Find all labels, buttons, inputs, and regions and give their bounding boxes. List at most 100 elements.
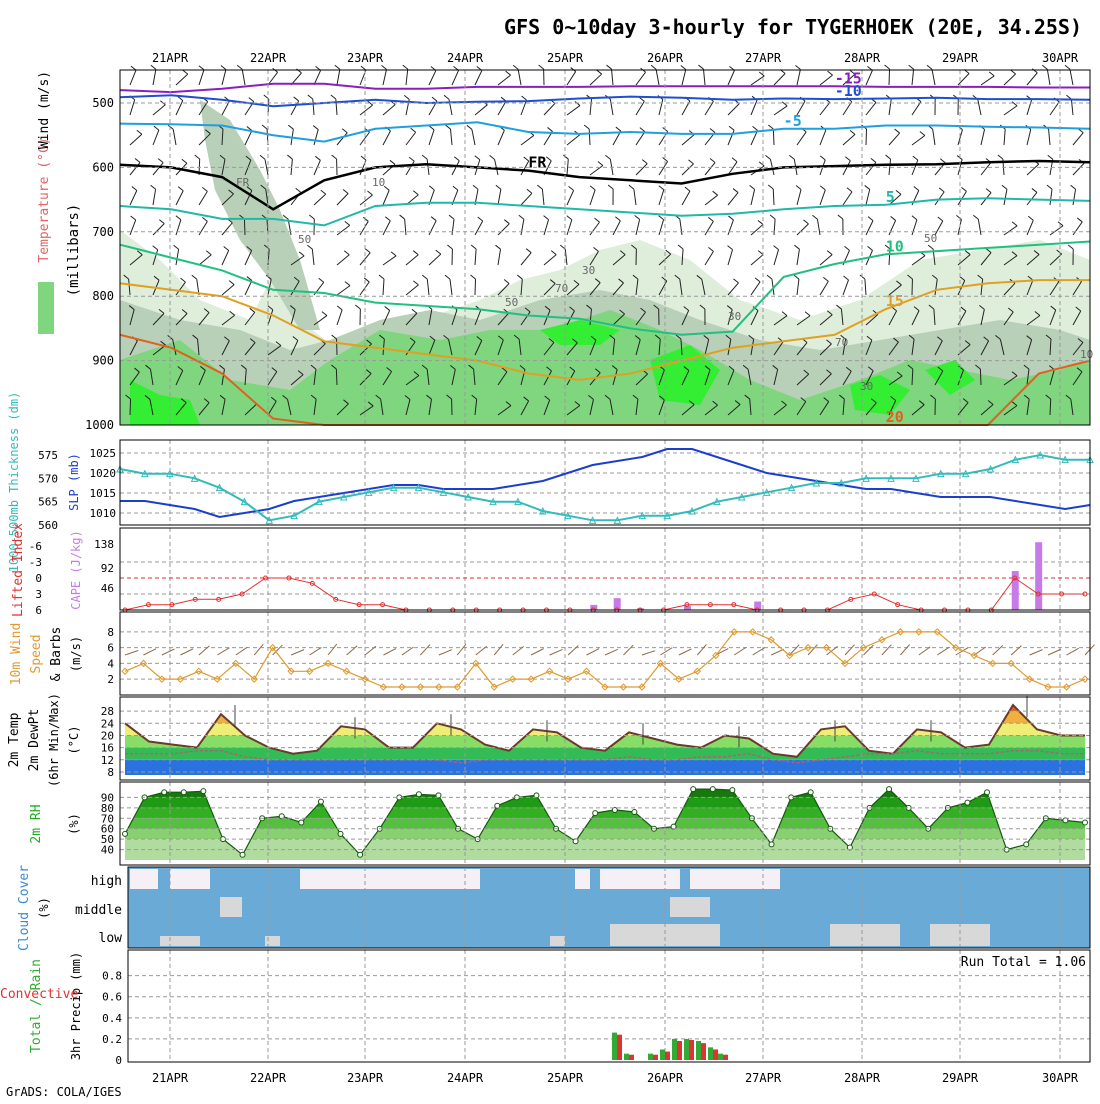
upper-wind-barb <box>130 220 136 235</box>
upper-wind-barb <box>1073 222 1082 235</box>
rh-contour-label: 10 <box>372 176 385 189</box>
high-cloud-gap <box>130 869 158 889</box>
upper-wind-barb-flag <box>206 251 211 255</box>
upper-wind-barb-flag <box>322 312 327 316</box>
upper-wind-barb-flag <box>413 191 418 195</box>
upper-wind-barb <box>751 224 763 235</box>
upper-wind-barb-flag <box>447 245 452 249</box>
upper-wind-barb <box>498 249 501 265</box>
upper-wind-barb <box>935 192 944 205</box>
upper-wind-barb-flag <box>1077 218 1082 222</box>
upper-wind-barb-flag <box>467 125 472 129</box>
upper-wind-barb-flag <box>986 189 991 193</box>
surface-wind-barb <box>623 645 633 655</box>
upper-wind-barb-flag <box>575 102 580 106</box>
upper-wind-barb <box>728 250 733 265</box>
upper-wind-barb <box>242 69 245 85</box>
upper-wind-barb-flag <box>1028 216 1033 220</box>
upper-wind-barb <box>450 279 452 295</box>
upper-wind-barb <box>820 255 832 265</box>
temperature-band <box>120 711 1090 723</box>
rh-contour-label: 50 <box>298 233 311 246</box>
wind-axis-label-4: (m/s) <box>69 636 83 672</box>
upper-wind-barb-flag <box>202 187 207 191</box>
upper-wind-barb <box>613 221 620 235</box>
surface-wind-barb <box>660 648 672 655</box>
upper-wind-barb <box>981 76 994 85</box>
upper-wind-barb <box>498 75 511 85</box>
top-x-tick-label: 21APR <box>152 51 189 65</box>
upper-wind-barb <box>933 129 935 145</box>
upper-wind-barb-flag <box>598 162 603 166</box>
upper-wind-barb-flag <box>767 275 772 279</box>
upper-wind-barb-flag <box>891 216 896 220</box>
upper-wind-barb-flag <box>137 130 142 134</box>
footer-credit: GrADS: COLA/IGES <box>6 1085 122 1099</box>
upper-wind-barb-flag <box>886 155 891 159</box>
upper-wind-barb-flag <box>912 216 917 220</box>
surface-wind-barb <box>697 644 706 655</box>
upper-wind-barb <box>567 135 580 145</box>
upper-wind-barb <box>360 195 372 205</box>
surface-wind-barb <box>125 650 138 655</box>
upper-wind-barb-flag <box>1011 70 1016 74</box>
precip-total-bar <box>672 1039 677 1060</box>
upper-wind-barb-flag <box>299 252 304 256</box>
cape-tick-label: 138 <box>94 538 114 551</box>
upper-wind-barb <box>1027 73 1037 85</box>
upper-wind-barb <box>544 103 555 115</box>
upper-wind-barb <box>153 224 164 235</box>
upper-wind-barb <box>705 195 718 205</box>
surface-wind-barb <box>439 650 452 655</box>
precip-convective-bar <box>653 1055 658 1060</box>
upper-wind-barb-flag <box>454 157 459 161</box>
upper-wind-barb-flag <box>885 65 890 69</box>
upper-wind-barb-flag <box>939 188 944 192</box>
rh-contour-label: FR <box>236 176 250 189</box>
upper-wind-barb <box>590 74 602 85</box>
upper-wind-barb <box>797 249 799 265</box>
upper-wind-barb <box>728 70 734 85</box>
upper-wind-barb-flag <box>1032 188 1037 192</box>
slp-tick-label: 1025 <box>90 447 117 460</box>
precip-convective-bar <box>723 1055 728 1060</box>
upper-wind-barb <box>865 279 866 295</box>
upper-wind-barb <box>360 105 373 115</box>
rh2m-point <box>632 810 637 815</box>
upper-wind-barb <box>589 129 590 145</box>
precip-total-bar <box>708 1047 713 1060</box>
upper-wind-barb <box>475 221 483 235</box>
upper-wind-barb-flag <box>178 187 183 191</box>
upper-wind-barb-flag <box>1032 69 1037 73</box>
upper-wind-barb <box>337 69 340 85</box>
upper-wind-barb-flag <box>158 159 163 163</box>
surface-wind-barb <box>531 649 543 655</box>
upper-wind-barb-flag <box>708 217 713 221</box>
upper-wind-barb-flag <box>651 65 656 69</box>
high-cloud-gap <box>300 869 480 889</box>
cape-bar <box>1035 542 1042 610</box>
upper-wind-barb-flag <box>309 215 314 219</box>
upper-wind-barb <box>1050 226 1063 235</box>
upper-wind-barb-flag <box>551 251 556 255</box>
upper-wind-barb-flag <box>710 159 715 163</box>
upper-wind-barb <box>567 220 572 235</box>
low-cloud-block <box>265 936 280 946</box>
upper-wind-barb-flag <box>629 185 634 189</box>
precip-convective-bar <box>629 1055 634 1060</box>
upper-wind-barb-flag <box>135 159 140 163</box>
upper-wind-barb-flag <box>616 127 621 131</box>
upper-wind-barb-flag <box>321 190 326 194</box>
upper-wind-barb <box>245 250 252 265</box>
upper-wind-barb-flag <box>151 65 156 69</box>
upper-wind-barb-flag <box>973 215 978 219</box>
upper-wind-barb-flag <box>770 215 775 219</box>
upper-wind-barb-flag <box>473 185 478 189</box>
precip-convective-bar <box>689 1040 694 1060</box>
rh2m-point <box>240 852 245 857</box>
upper-wind-barb-flag <box>409 157 414 161</box>
bottom-x-tick-label: 24APR <box>447 1071 484 1085</box>
precip-total-bar <box>696 1041 701 1060</box>
surface-wind-barb <box>1067 648 1079 655</box>
upper-wind-barb <box>659 220 664 235</box>
